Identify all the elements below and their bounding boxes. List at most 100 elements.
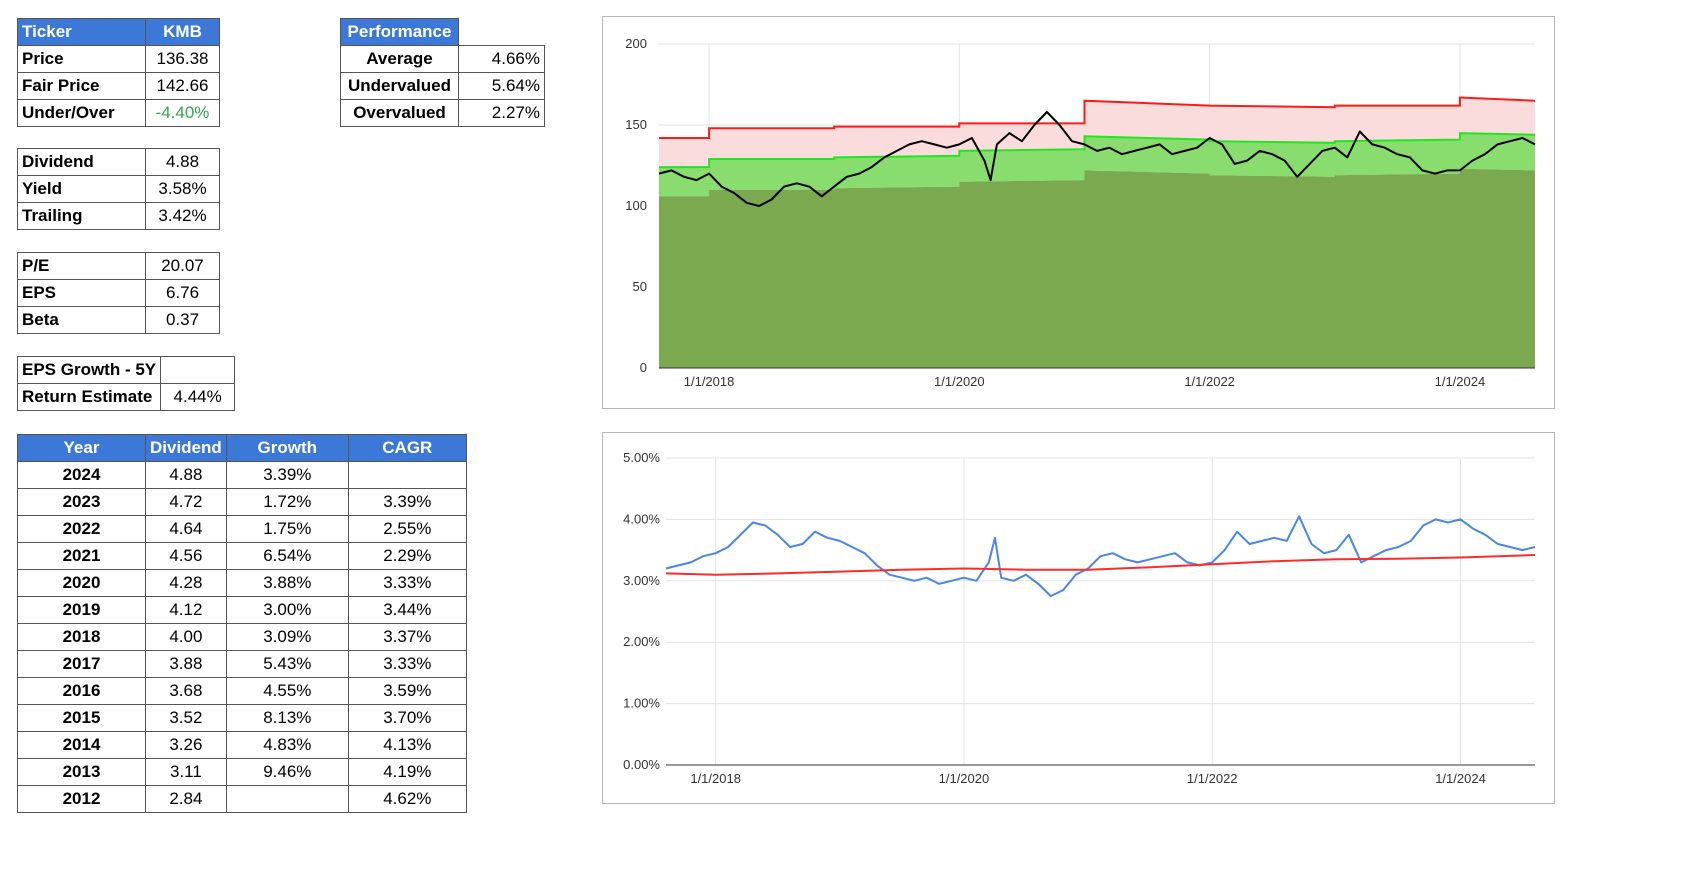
undervalued-band: [659, 168, 1535, 368]
under-over-value: -4.40%: [145, 99, 220, 127]
ticker-symbol: KMB: [145, 18, 220, 46]
return-estimate-value: 4.44%: [160, 383, 236, 411]
performance-header-blank: [459, 19, 545, 46]
y-tick-label: 2.00%: [623, 634, 660, 649]
growth-cell: [225, 785, 349, 813]
table-row: Overvalued 2.27%: [340, 99, 545, 127]
year-cell: 2022: [17, 515, 146, 543]
dividend-label: Dividend: [17, 148, 146, 176]
cagr-cell: 2.29%: [347, 542, 467, 570]
year-cell: 2020: [17, 569, 146, 597]
overvalued-label: Overvalued: [340, 99, 459, 127]
fair-value-band: [659, 133, 1535, 197]
year-cell: 2017: [17, 650, 146, 678]
year-cell: 2014: [17, 731, 146, 759]
fair-price-label: Fair Price: [17, 72, 146, 100]
table-row: Average 4.66%: [340, 45, 545, 73]
average-label: Average: [340, 45, 459, 73]
table-row: 2021 4.56 6.54% 2.29%: [17, 542, 467, 570]
table-row: EPS 6.76: [17, 279, 220, 307]
cagr-cell: 3.37%: [347, 623, 467, 651]
pe-value: 20.07: [145, 252, 220, 280]
under-over-label: Under/Over: [17, 99, 146, 127]
growth-table: EPS Growth - 5Y Return Estimate 4.44%: [16, 356, 236, 411]
growth-cell: 3.09%: [225, 623, 349, 651]
dividend-cell: 4.64: [145, 515, 227, 543]
cagr-cell: 3.59%: [347, 677, 467, 705]
price-value: 136.38: [145, 45, 220, 73]
y-tick-label: 5.00%: [623, 450, 660, 465]
growth-cell: 3.39%: [225, 461, 349, 489]
dividend-cell: 3.88: [145, 650, 227, 678]
y-tick-label: 3.00%: [623, 573, 660, 588]
cagr-cell: 3.39%: [347, 488, 467, 516]
growth-cell: 3.88%: [225, 569, 349, 597]
y-tick-label: 50: [633, 279, 647, 294]
eps-growth-value: [160, 356, 236, 384]
table-row: 2017 3.88 5.43% 3.33%: [17, 650, 467, 678]
growth-header: Growth: [225, 434, 349, 462]
table-row: 2016 3.68 4.55% 3.59%: [17, 677, 467, 705]
x-tick-label: 1/1/2020: [934, 374, 985, 389]
average-value: 4.66%: [458, 45, 545, 73]
price-valuation-chart: 0 50 100 150 200 1/1/2018 1/1/2020 1/1/2022 1/1/…: [602, 16, 1555, 409]
yield-line: [665, 515, 1536, 598]
x-tick-label: 1/1/2024: [1435, 374, 1486, 389]
year-cell: 2015: [17, 704, 146, 732]
year-cell: 2018: [17, 623, 146, 651]
overvalued-band: [659, 97, 1535, 168]
dividend-cell: 4.88: [145, 461, 227, 489]
cagr-cell: 4.62%: [347, 785, 467, 813]
dividend-yield-chart: 0.00% 1.00% 2.00% 3.00% 4.00% 5.00% 1/1/2018 1/…: [602, 432, 1555, 804]
y-tick-label: 4.00%: [623, 511, 660, 526]
price-label: Price: [17, 45, 146, 73]
x-tick-label: 1/1/2024: [1435, 771, 1486, 786]
y-tick-label: 100: [625, 198, 647, 213]
growth-cell: 8.13%: [225, 704, 349, 732]
dividend-value: 4.88: [145, 148, 220, 176]
year-cell: 2016: [17, 677, 146, 705]
ticker-header-label: Ticker: [17, 18, 146, 46]
table-row: P/E 20.07: [17, 252, 220, 280]
dividend-yield-chart-svg: 0.00% 1.00% 2.00% 3.00% 4.00% 5.00% 1/1/2018 1/…: [623, 450, 1536, 786]
year-cell: 2024: [17, 461, 146, 489]
y-tick-label: 200: [625, 36, 647, 51]
year-cell: 2013: [17, 758, 146, 786]
price-valuation-chart-svg: 0 50 100 150 200 1/1/2018 1/1/2020 1/1/2022 1/1/…: [625, 36, 1536, 389]
cagr-cell: 3.33%: [347, 569, 467, 597]
table-row: 2022 4.64 1.75% 2.55%: [17, 515, 467, 543]
table-row: 2013 3.11 9.46% 4.19%: [17, 758, 467, 786]
dividend-cell: 2.84: [145, 785, 227, 813]
table-row: 2012 2.84 4.62%: [17, 785, 467, 813]
dividend-cell: 3.26: [145, 731, 227, 759]
pe-label: P/E: [17, 252, 146, 280]
return-estimate-label: Return Estimate: [16, 383, 162, 411]
average-yield-line: [665, 554, 1536, 576]
x-tick-label: 1/1/2022: [1187, 771, 1238, 786]
ticker-header-row: Ticker KMB: [17, 18, 220, 46]
y-tick-label: 1.00%: [623, 696, 660, 711]
yield-label: Yield: [17, 175, 146, 203]
table-row: 2024 4.88 3.39%: [17, 461, 467, 489]
year-cell: 2023: [17, 488, 146, 516]
overvalued-line: [659, 96, 1536, 139]
trailing-value: 3.42%: [145, 202, 220, 230]
cagr-cell: 4.19%: [347, 758, 467, 786]
dividend-cell: 3.11: [145, 758, 227, 786]
table-row: Yield 3.58%: [17, 175, 220, 203]
pe-table: P/E 20.07 EPS 6.76 Beta 0.37: [17, 252, 220, 334]
growth-cell: 9.46%: [225, 758, 349, 786]
overvalued-value: 2.27%: [458, 99, 545, 127]
growth-cell: 1.75%: [225, 515, 349, 543]
dividend-cell: 3.52: [145, 704, 227, 732]
growth-cell: 5.43%: [225, 650, 349, 678]
table-row: 2019 4.12 3.00% 3.44%: [17, 596, 467, 624]
year-cell: 2012: [17, 785, 146, 813]
growth-cell: 1.72%: [225, 488, 349, 516]
dividend-cell: 4.12: [145, 596, 227, 624]
dividend-cell: 4.72: [145, 488, 227, 516]
dividend-cell: 4.00: [145, 623, 227, 651]
eps-label: EPS: [17, 279, 146, 307]
table-row: 2020 4.28 3.88% 3.33%: [17, 569, 467, 597]
table-row: EPS Growth - 5Y: [16, 356, 236, 384]
